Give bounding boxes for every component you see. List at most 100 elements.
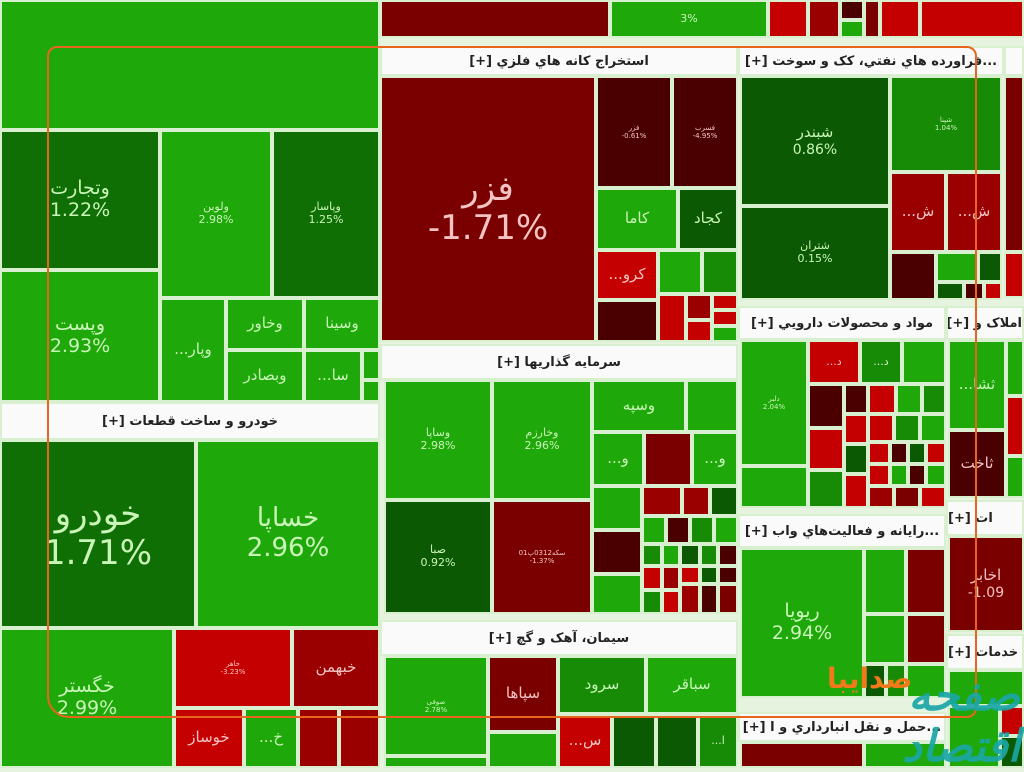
tile-small[interactable] <box>686 294 712 320</box>
tile-d2[interactable]: ...د <box>860 340 902 384</box>
tile-fzar[interactable]: فزر -0.61% <box>596 76 672 188</box>
tile-small[interactable] <box>908 464 926 486</box>
tile-sekke[interactable]: سکه0312پ01 -1.37% <box>492 500 592 614</box>
tile-small[interactable] <box>964 282 984 300</box>
tile-top-right-red[interactable] <box>920 0 1024 38</box>
tile-small[interactable] <box>1004 76 1024 252</box>
tile-small[interactable] <box>1006 456 1024 498</box>
tile-shpna[interactable]: شپنا 1.04% <box>890 76 1002 172</box>
tile-khsaz[interactable]: خوساز <box>174 708 244 768</box>
tile-small[interactable] <box>686 380 738 432</box>
tile-khgostar[interactable]: خگستر 2.99% <box>0 628 174 768</box>
tile-small[interactable] <box>868 486 894 508</box>
tile-sepaha[interactable]: سپاها <box>488 656 558 732</box>
tile-vpasar[interactable]: وپاسار 1.25% <box>272 130 380 298</box>
tile-sos[interactable]: ...س <box>558 714 612 768</box>
tile-small[interactable] <box>612 714 656 768</box>
tile-small[interactable] <box>906 664 946 698</box>
sector-header-telecom[interactable]: ات [+] <box>946 500 1024 536</box>
tile-small[interactable] <box>680 544 700 566</box>
tile-small[interactable] <box>920 486 946 508</box>
tile-sa[interactable]: ...ا <box>698 714 738 768</box>
tile-small[interactable] <box>926 442 946 464</box>
tile-small[interactable] <box>712 326 738 342</box>
tile-vsepah[interactable]: وسپه <box>592 380 686 432</box>
tile-small[interactable] <box>978 252 1002 282</box>
tile-small[interactable] <box>844 414 868 444</box>
tile-small[interactable] <box>740 742 864 768</box>
tile-small[interactable] <box>680 584 700 614</box>
tile-small[interactable] <box>662 544 680 566</box>
tile-small[interactable] <box>1004 252 1024 298</box>
tile-small[interactable] <box>700 584 718 614</box>
tile-small[interactable] <box>710 486 738 516</box>
tile-dalber[interactable]: دلبر 2.04% <box>740 340 808 466</box>
tile-small[interactable] <box>840 0 864 20</box>
tile-small[interactable] <box>894 414 920 442</box>
tile-small[interactable] <box>868 384 896 414</box>
tile-vpar[interactable]: ...وپار <box>160 298 226 402</box>
tile-small[interactable] <box>718 544 738 566</box>
tile-small[interactable] <box>662 590 680 614</box>
tile-small[interactable] <box>844 444 868 474</box>
tile-small[interactable] <box>686 320 712 342</box>
tile-small[interactable] <box>948 706 1000 768</box>
tile-small[interactable] <box>808 470 844 508</box>
tile-khsapa[interactable]: خساپا 2.96% <box>196 440 380 628</box>
tile-khkh[interactable]: ...خ <box>244 708 298 768</box>
tile-small[interactable] <box>868 414 894 442</box>
tile-small[interactable] <box>906 614 946 664</box>
tile-vkharazm[interactable]: وخارزم 2.96% <box>492 380 592 500</box>
tile-small[interactable] <box>920 414 946 442</box>
tile-vtejarat[interactable]: وتجارت 1.22% <box>0 130 160 270</box>
tile-fesmh[interactable]: فسرب -4.95% <box>672 76 738 188</box>
tile-small[interactable] <box>666 516 690 544</box>
tile-small[interactable] <box>864 742 946 768</box>
sector-header-realestate[interactable]: املاک و [+] <box>946 306 1024 340</box>
tile-vlopin[interactable]: ولوبن 2.98% <box>160 130 272 298</box>
tile-fazr[interactable]: فزر -1.71% <box>380 76 596 342</box>
tile-small[interactable] <box>642 486 682 516</box>
tile-top-red[interactable] <box>380 0 610 38</box>
tile-tsha[interactable]: ...ثشا <box>948 340 1006 430</box>
tile-small[interactable] <box>768 0 808 38</box>
tile-akhaber[interactable]: اخابر -1.09 <box>948 536 1024 632</box>
tile-ryopa[interactable]: ریویا 2.94% <box>740 548 864 698</box>
tile-khodro[interactable]: خودرو 1.71% <box>0 440 196 628</box>
tile-small[interactable] <box>808 0 840 38</box>
tile-shbandar[interactable]: شبندر 0.86% <box>740 76 890 206</box>
sector-header-metal-mining[interactable]: استخراج کانه هاي فلزي [+] <box>380 46 738 76</box>
tile-small[interactable] <box>718 584 738 614</box>
tile-kro[interactable]: ...کرو <box>596 250 658 300</box>
sector-header-transport[interactable]: ...حمل و نقل انبارداري و ا [+] <box>738 712 946 742</box>
tile-small[interactable] <box>868 442 890 464</box>
tile-small[interactable] <box>642 566 662 590</box>
tile-vsapa[interactable]: وساپا 2.98% <box>384 380 492 500</box>
tile-small[interactable] <box>880 0 920 38</box>
tile-khbahman[interactable]: خبهمن <box>292 628 380 708</box>
tile-kchad[interactable]: کجاد <box>678 188 738 250</box>
tile-top-green[interactable]: 3% <box>610 0 768 38</box>
tile-small[interactable] <box>926 464 946 486</box>
sector-header-cement[interactable]: سیمان، آهک و گچ [+] <box>380 620 738 656</box>
tile-small[interactable] <box>592 486 642 530</box>
tile-small[interactable] <box>868 464 890 486</box>
tile-small[interactable] <box>984 282 1002 300</box>
tile-small[interactable] <box>1000 706 1024 736</box>
tile-small[interactable] <box>740 466 808 508</box>
tile-small[interactable] <box>488 732 558 768</box>
tile-top-left-bank[interactable] <box>0 0 380 130</box>
tile-small[interactable] <box>644 432 692 486</box>
tile-small[interactable] <box>596 300 658 342</box>
tile-small[interactable] <box>642 590 662 614</box>
tile-small[interactable] <box>890 252 936 300</box>
tile-small[interactable] <box>936 282 964 300</box>
tile-small[interactable] <box>902 340 946 384</box>
tile-small[interactable] <box>1000 736 1024 768</box>
tile-small[interactable] <box>896 384 922 414</box>
tile-small[interactable] <box>844 384 868 414</box>
tile-small[interactable] <box>890 442 908 464</box>
tile-small[interactable] <box>894 486 920 508</box>
tile-small[interactable] <box>908 442 926 464</box>
tile-d1[interactable]: ...د <box>808 340 860 384</box>
